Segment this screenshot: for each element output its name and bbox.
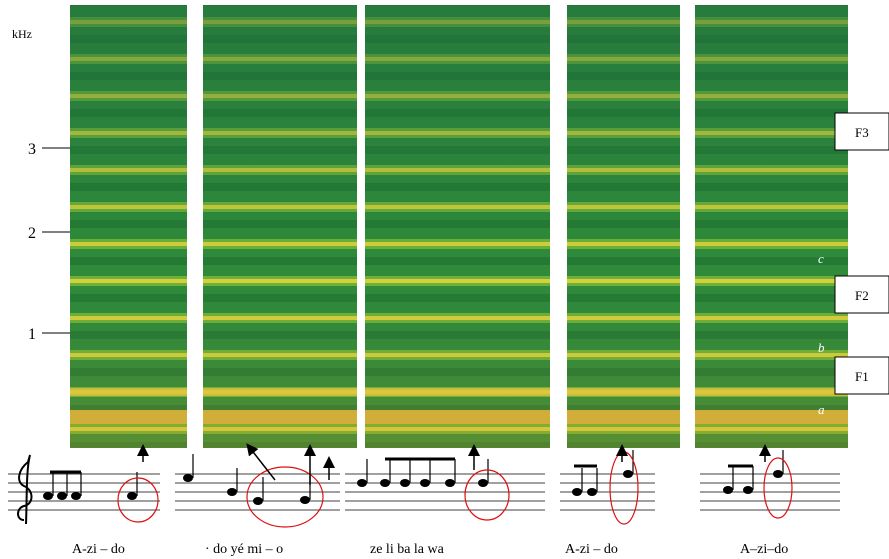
low-band	[365, 410, 550, 424]
arrow	[246, 443, 276, 481]
lyric: A–zi–do	[740, 542, 788, 557]
lyric: ze li ba la wa	[370, 542, 445, 557]
note-head	[587, 488, 597, 496]
axis-unit: kHz	[12, 27, 32, 41]
low-band	[567, 388, 680, 396]
lyric: A-zi – do	[565, 542, 618, 557]
axis-tick-label: 3	[28, 141, 36, 158]
note-head	[572, 488, 582, 496]
note-head	[723, 486, 733, 494]
highlight-circle	[609, 451, 639, 525]
low-band	[567, 410, 680, 424]
note-head	[183, 474, 193, 482]
note-head	[743, 486, 753, 494]
formant-label: F3	[855, 125, 869, 140]
formant-label: F1	[855, 369, 869, 384]
low-band	[70, 388, 187, 396]
note-head	[43, 492, 53, 500]
low-band	[695, 388, 848, 396]
formant-box	[834, 275, 889, 314]
harmonic-label: a	[818, 402, 825, 417]
note-head	[300, 496, 310, 504]
annotations: kHz 3 2 1 F3 F2 F1 c b a A-zi – do · do yé mi – o ze…	[8, 27, 889, 557]
spectrogram-shade	[567, 5, 680, 448]
axis-tick-label: 2	[28, 225, 36, 242]
note-head	[253, 497, 263, 505]
low-band	[70, 410, 187, 424]
note-head	[420, 479, 430, 487]
spectrogram-shade	[695, 5, 848, 448]
spectrogram-shade	[70, 5, 187, 448]
lyric: A-zi – do	[72, 542, 125, 557]
low-band	[695, 410, 848, 424]
note-head	[357, 479, 367, 487]
low-band	[365, 388, 550, 396]
lyric: · do yé mi – o	[205, 542, 283, 557]
formant-box	[834, 112, 889, 151]
spectrograms	[70, 5, 848, 448]
formant-box	[834, 356, 889, 395]
low-band	[203, 388, 357, 396]
note-head	[57, 492, 67, 500]
note-head	[71, 492, 81, 500]
note-head	[227, 488, 237, 496]
low-band	[203, 410, 357, 424]
highlight-circle	[763, 457, 793, 519]
treble-clef	[17, 454, 33, 525]
note-head	[623, 470, 633, 478]
highlight-circle	[464, 469, 510, 521]
harmonic-label: c	[818, 251, 824, 266]
note-head	[478, 479, 488, 487]
harmonic-label: b	[818, 340, 825, 355]
note-head	[380, 479, 390, 487]
highlight-circle	[117, 477, 159, 523]
note-head	[773, 470, 783, 478]
note-head	[445, 479, 455, 487]
note-head	[127, 492, 137, 500]
formant-label: F2	[855, 288, 869, 303]
highlight-circle	[246, 466, 324, 528]
spectrogram-shade	[203, 5, 357, 448]
axis-tick-label: 1	[28, 326, 36, 343]
spectrogram-shade	[365, 5, 550, 448]
note-head	[400, 479, 410, 487]
